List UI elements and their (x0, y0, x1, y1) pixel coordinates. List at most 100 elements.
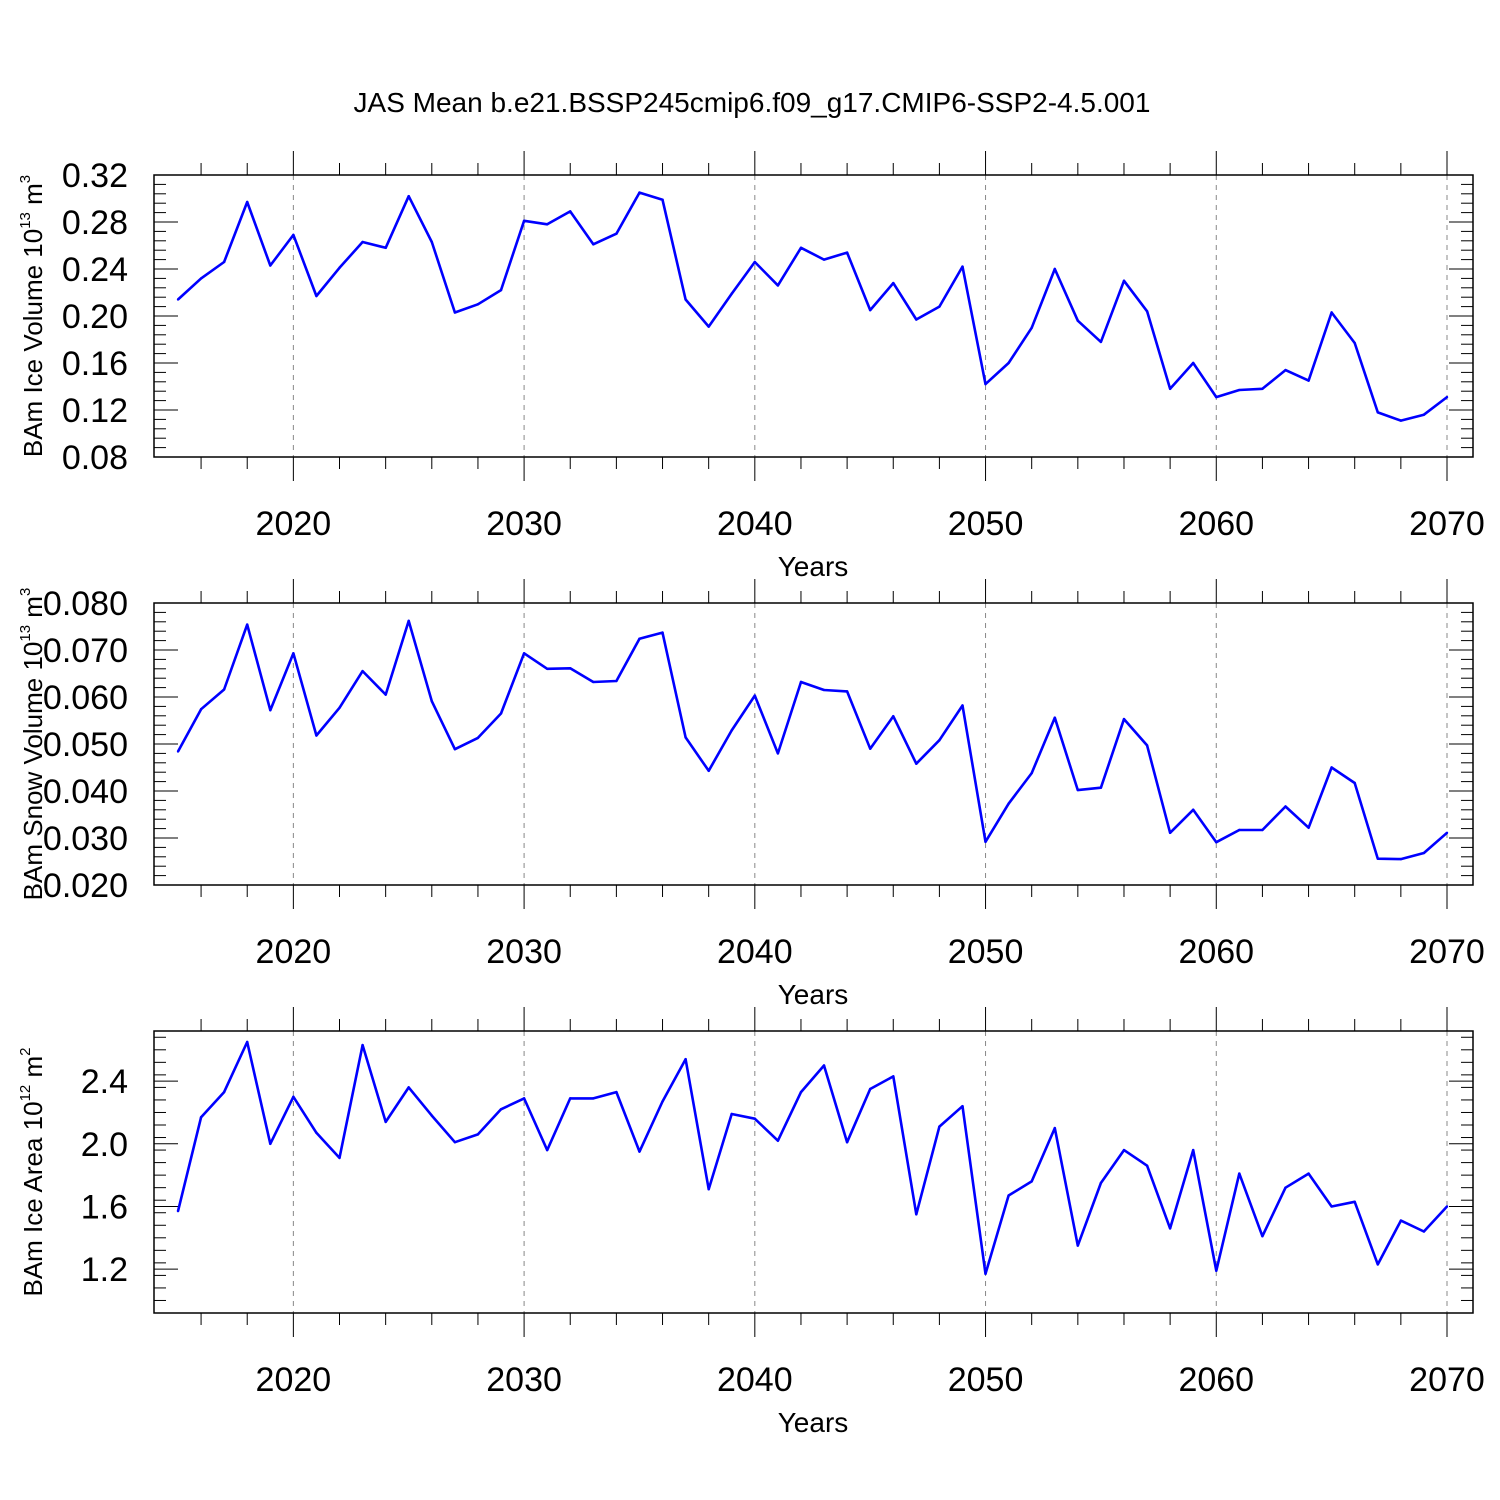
data-point (1284, 805, 1287, 808)
data-point (499, 1108, 503, 1111)
x-tick-label: 2060 (1178, 505, 1254, 543)
data-point (638, 191, 641, 194)
data-point (684, 736, 687, 739)
data-point (1238, 828, 1241, 832)
data-point (776, 752, 780, 755)
data-point (868, 308, 872, 312)
data-point (638, 1150, 641, 1153)
data-point (407, 194, 410, 198)
data-point (892, 281, 895, 285)
data-point (1076, 788, 1080, 792)
data-point (545, 1148, 549, 1152)
data-point (753, 694, 757, 697)
y-tick-label: 0.28 (62, 204, 128, 242)
data-point (222, 260, 226, 264)
data-point (707, 769, 710, 772)
data-point (592, 243, 595, 246)
x-axis-label: Years (778, 979, 849, 1010)
data-point (730, 292, 733, 295)
data-point (1007, 802, 1010, 805)
data-point (1215, 841, 1218, 844)
data-point (1261, 1235, 1264, 1238)
data-point (1007, 1194, 1010, 1197)
data-point (1076, 319, 1080, 322)
data-point (199, 277, 203, 280)
data-point (499, 712, 503, 715)
y-tick-label: 1.2 (81, 1251, 128, 1289)
data-point (730, 729, 733, 732)
x-axis-label: Years (778, 1407, 849, 1438)
data-point (407, 619, 410, 623)
y-tick-label: 0.040 (43, 773, 128, 811)
data-point (1053, 1126, 1056, 1130)
data-point (1261, 387, 1264, 391)
data-point (1076, 1244, 1080, 1247)
data-point (845, 690, 849, 693)
data-point (684, 1058, 687, 1061)
data-point (1192, 361, 1195, 365)
data-point (638, 637, 641, 640)
data-point (615, 1090, 618, 1094)
panel-1: 0.08 0.12 0.16 0.20 0.24 0.28 0.32 2020 2030 2040… (17, 151, 1485, 582)
data-point (361, 240, 364, 244)
data-point (799, 246, 803, 250)
data-point (1445, 831, 1449, 835)
data-point (1192, 808, 1195, 811)
data-point (1353, 341, 1356, 345)
series-line (176, 1040, 1448, 1276)
data-point (1376, 1263, 1379, 1266)
series-line (177, 191, 1448, 422)
data-point (1399, 857, 1403, 861)
y-tick-label: 0.32 (62, 157, 128, 195)
x-tick-label: 2020 (256, 933, 332, 971)
data-point (776, 1139, 780, 1142)
data-point (269, 1142, 272, 1146)
data-point (315, 1131, 318, 1135)
data-point (569, 667, 572, 670)
x-tick-label: 2030 (486, 1361, 562, 1399)
data-point (1145, 744, 1149, 747)
data-point (1399, 1219, 1403, 1222)
data-point (845, 1141, 849, 1144)
y-tick-label: 0.20 (62, 298, 128, 336)
data-point (522, 652, 526, 655)
data-point (1145, 1164, 1149, 1167)
data-point (522, 219, 526, 223)
x-tick-label: 2050 (948, 1361, 1024, 1399)
x-tick-label: 2040 (717, 1361, 793, 1399)
data-point (246, 1040, 249, 1044)
data-point (176, 1209, 180, 1213)
data-point (1284, 1186, 1287, 1189)
y-tick-label: 1.6 (81, 1188, 128, 1226)
data-point (176, 750, 180, 753)
data-point (915, 1213, 918, 1216)
data-point (1422, 413, 1426, 416)
data-point (199, 1115, 203, 1119)
data-point (868, 747, 872, 750)
data-point (1053, 716, 1056, 719)
series-line (176, 619, 1448, 861)
data-point (730, 1112, 733, 1116)
data-point (199, 708, 203, 711)
data-point (1053, 267, 1056, 271)
data-point (407, 1086, 410, 1089)
chart-title: JAS Mean b.e21.BSSP245cmip6.f09_g17.CMIP… (354, 87, 1151, 118)
data-point (1192, 1148, 1195, 1152)
data-point (1122, 279, 1126, 282)
data-point (338, 266, 341, 270)
y-tick-label: 2.4 (81, 1063, 128, 1101)
data-point (753, 260, 757, 264)
y-tick-label: 0.24 (62, 251, 128, 289)
data-point (1168, 1227, 1172, 1230)
data-point (453, 311, 457, 314)
data-point (453, 747, 457, 751)
data-point (430, 1114, 433, 1117)
y-tick-label: 0.08 (62, 439, 128, 477)
data-point (1307, 826, 1310, 829)
data-point (315, 734, 318, 737)
x-tick-label: 2030 (486, 933, 562, 971)
data-point (707, 325, 710, 328)
data-point (961, 265, 964, 268)
data-point (615, 679, 618, 683)
data-point (338, 706, 341, 710)
